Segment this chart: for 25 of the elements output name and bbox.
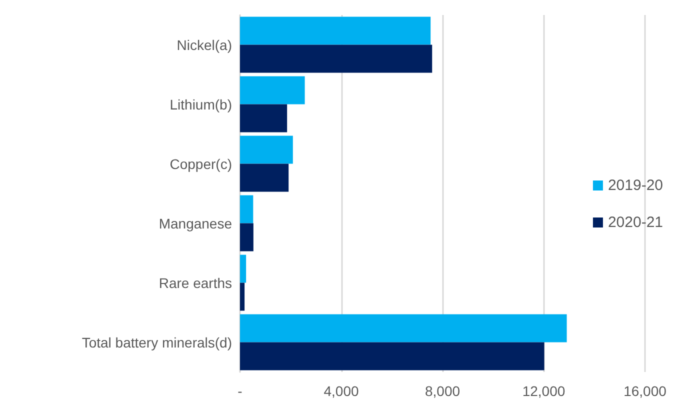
legend-label: 2019-20 <box>608 177 664 194</box>
bar <box>240 195 254 224</box>
bar <box>240 223 254 252</box>
y-tick-label: Nickel(a) <box>176 36 232 53</box>
bar <box>240 104 288 132</box>
y-tick-label: Manganese <box>158 215 232 232</box>
x-tick-label: 8,000 <box>424 383 460 399</box>
y-tick-label: Copper(c) <box>170 156 232 172</box>
bar <box>240 76 305 104</box>
x-tick-label: - <box>238 383 243 399</box>
y-tick-label: Rare earths <box>158 274 232 291</box>
y-tick-label: Total battery minerals(d) <box>82 334 232 350</box>
y-tick-label: Lithium(b) <box>170 96 232 112</box>
bar <box>240 282 245 311</box>
bar <box>240 342 544 370</box>
bar <box>240 136 293 164</box>
x-tick-label: 16,000 <box>624 383 667 399</box>
bar <box>240 164 289 192</box>
legend-label: 2020-21 <box>608 214 664 231</box>
bar <box>240 254 246 283</box>
x-tick-label: 12,000 <box>522 383 566 399</box>
bar <box>240 44 432 73</box>
x-tick-label: 4,000 <box>324 383 359 399</box>
bar <box>240 16 431 45</box>
bar <box>240 314 567 342</box>
